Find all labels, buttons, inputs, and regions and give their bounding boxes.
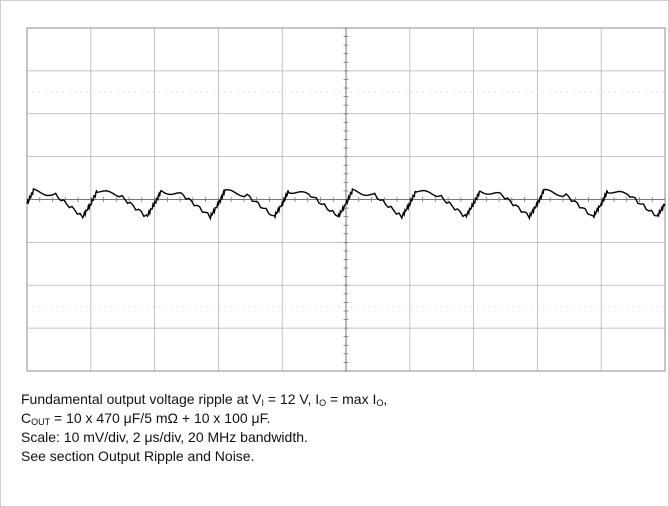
- center-axis-ticks: [26, 27, 666, 372]
- oscilloscope-plot: [26, 27, 666, 372]
- caption-line-3: Scale: 10 mV/div, 2 μs/div, 20 MHz bandw…: [21, 429, 308, 445]
- caption-line-2: COUT = 10 x 470 μF/5 mΩ + 10 x 100 μF.: [21, 410, 271, 427]
- caption-line-1: Fundamental output voltage ripple at VI …: [21, 391, 388, 408]
- caption-line-4: See section Output Ripple and Noise.: [21, 448, 255, 464]
- ripple-waveform: [26, 188, 666, 221]
- figure-caption: Fundamental output voltage ripple at VI …: [21, 390, 661, 466]
